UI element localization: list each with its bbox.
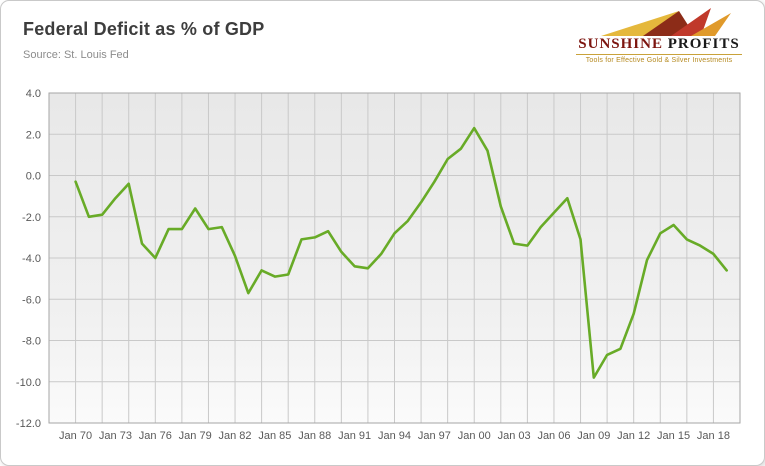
deficit-line-chart: 4.0 2.0 0.0 -2.0 -4.0 -6.0 -8.0 -10.0 -12.0 Jan 7… <box>16 88 741 442</box>
sunshine-profits-logo: SUNSHINE PROFITS Tools for Effective Gol… <box>570 7 748 64</box>
logo-divider <box>576 54 742 55</box>
x-axis-tick-label: Jan 00 <box>458 430 491 442</box>
x-axis-tick-label: Jan 76 <box>139 430 172 442</box>
x-axis-tick-label: Jan 79 <box>179 430 212 442</box>
page-title: Federal Deficit as % of GDP <box>23 19 265 39</box>
y-axis-tick-label: 2.0 <box>26 129 41 141</box>
x-axis-tick-label: Jan 09 <box>577 430 610 442</box>
x-axis-tick-label: Jan 06 <box>537 430 570 442</box>
brand-profits: PROFITS <box>667 36 740 52</box>
x-axis-tick-label: Jan 18 <box>697 430 730 442</box>
y-axis-tick-label: -8.0 <box>22 336 41 348</box>
x-axis-tick-label: Jan 03 <box>498 430 531 442</box>
deficit-line-series <box>74 126 729 379</box>
brand-tagline: Tools for Effective Gold & Silver Invest… <box>585 57 733 64</box>
x-axis-tick-label: Jan 94 <box>378 430 411 442</box>
y-axis-tick-label: -4.0 <box>22 253 41 265</box>
source-label: Source: St. Louis Fed <box>23 49 129 61</box>
y-axis-tick-label: -2.0 <box>22 212 41 224</box>
y-axis-tick-label: -6.0 <box>22 294 41 306</box>
x-axis-tick-label: Jan 85 <box>258 430 291 442</box>
x-axis-tick-label: Jan 12 <box>617 430 650 442</box>
rising-spikes-icon <box>601 8 731 36</box>
plot-border <box>48 92 741 424</box>
brand-name: SUNSHINE PROFITS <box>570 37 748 52</box>
y-axis-tick-label: 0.0 <box>26 171 41 183</box>
x-axis-tick-label: Jan 82 <box>219 430 252 442</box>
y-axis-tick-label: -12.0 <box>16 418 41 430</box>
y-axis-tick-label: 4.0 <box>26 88 41 100</box>
brand-sunshine: SUNSHINE <box>578 36 663 52</box>
x-axis-tick-label: Jan 73 <box>99 430 132 442</box>
x-axis-tick-label: Jan 97 <box>418 430 451 442</box>
x-axis-tick-label: Jan 91 <box>338 430 371 442</box>
x-axis-tick-label: Jan 70 <box>59 430 92 442</box>
x-axis-tick-label: Jan 15 <box>657 430 690 442</box>
x-axis-tick-label: Jan 88 <box>298 430 331 442</box>
y-axis-tick-label: -10.0 <box>16 377 41 389</box>
